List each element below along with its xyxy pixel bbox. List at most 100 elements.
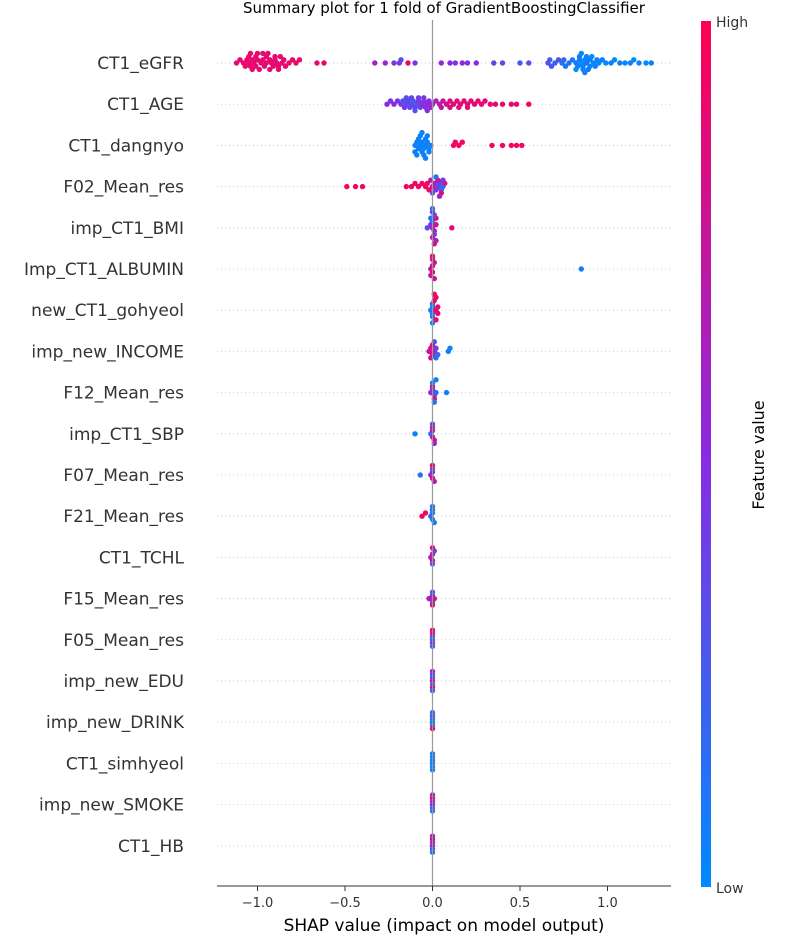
shap-points (233, 50, 654, 855)
shap-point (277, 53, 283, 60)
shap-point (526, 60, 532, 66)
shap-point (408, 95, 415, 101)
shap-point (424, 107, 430, 114)
shap-point (270, 63, 276, 69)
shap-point (611, 57, 618, 63)
shap-point (263, 60, 269, 66)
shap-point (265, 50, 271, 57)
shap-point (443, 101, 450, 107)
x-tick-label: 0.0 (422, 896, 443, 911)
shap-point (405, 60, 411, 66)
colorbar-title: Feature value (749, 400, 768, 509)
shap-point (508, 142, 514, 149)
shap-point (433, 389, 439, 396)
shap-point (438, 104, 444, 111)
shap-point (636, 60, 642, 66)
shap-point (426, 595, 432, 602)
shap-point (352, 183, 359, 190)
shap-point (452, 60, 458, 66)
feature-label: CT1_TCHL (99, 548, 185, 568)
shap-point (282, 63, 289, 69)
shap-point (412, 431, 418, 437)
shap-point (398, 57, 404, 63)
shap-point (242, 63, 248, 69)
shap-point (596, 60, 602, 66)
shap-point (438, 60, 444, 66)
shap-point (603, 60, 609, 66)
feature-label: CT1_dangnyo (68, 136, 184, 156)
feature-label: F12_Mean_res (63, 384, 184, 404)
x-axis-title: SHAP value (impact on model output) (284, 916, 605, 936)
feature-label: CT1_AGE (107, 95, 184, 115)
shap-point (447, 104, 453, 111)
shap-point (447, 98, 453, 104)
feature-label: imp_new_DRINK (46, 713, 185, 733)
shap-point (260, 57, 266, 63)
shap-point (449, 225, 455, 231)
shap-point (426, 149, 432, 155)
shap-point (296, 57, 303, 63)
shap-point (492, 101, 499, 107)
shap-point (433, 174, 439, 180)
shap-point (281, 57, 287, 63)
shap-point (627, 60, 633, 66)
shap-point (547, 57, 553, 63)
feature-label: F15_Mean_res (63, 590, 184, 610)
shap-point (233, 60, 240, 66)
shap-point (491, 60, 497, 66)
shap-point (384, 101, 390, 107)
shap-point (482, 98, 488, 104)
shap-point (526, 101, 532, 107)
shap-point (519, 142, 525, 149)
shap-point (459, 60, 465, 66)
shap-point (562, 63, 569, 69)
feature-label: imp_CT1_SBP (69, 425, 184, 445)
shap-point (461, 98, 467, 104)
shap-point (648, 60, 654, 66)
shap-point (424, 180, 430, 187)
shap-point (592, 63, 598, 69)
feature-rows: CT1_eGFR CT1_AGE CT1_dangnyo F02_Mean_resim… (24, 54, 671, 857)
shap-point (517, 60, 523, 66)
shap-point (631, 57, 637, 63)
shap-point (249, 66, 255, 73)
shap-point (419, 513, 425, 519)
shap-point (267, 66, 273, 73)
feature-label: CT1_eGFR (97, 54, 184, 74)
shap-point (426, 187, 432, 193)
x-tick-label: 1.0 (597, 896, 618, 911)
shap-point (372, 60, 378, 66)
shap-point (561, 57, 567, 63)
shap-point (569, 57, 576, 63)
shap-point (415, 95, 422, 101)
shap-point (513, 142, 520, 149)
feature-label: imp_new_SMOKE (39, 796, 184, 816)
shap-point (422, 510, 429, 516)
shap-point (566, 60, 572, 66)
shap-point (260, 50, 266, 57)
shap-point (359, 183, 366, 190)
shap-point (275, 66, 282, 73)
x-axis-ticks: −1.0 −0.5 0.0 0.5 1.0 (242, 886, 618, 911)
x-tick-label: −1.0 (242, 896, 274, 911)
shap-point (293, 60, 299, 66)
shap-point (573, 66, 579, 73)
shap-point (247, 50, 254, 57)
shap-point (440, 98, 446, 104)
shap-point (387, 98, 394, 104)
shap-point (456, 142, 462, 149)
shap-point (289, 57, 296, 63)
shap-point (471, 101, 478, 107)
colorbar (701, 21, 711, 887)
shap-point (314, 60, 320, 66)
shap-point (583, 60, 590, 66)
shap-point (617, 60, 623, 66)
shap-point (394, 98, 401, 104)
feature-label: F21_Mean_res (63, 507, 184, 527)
shap-point (424, 133, 430, 139)
feature-label: F02_Mean_res (63, 178, 184, 198)
shap-point (450, 101, 457, 107)
feature-label: F05_Mean_res (63, 631, 184, 651)
shap-point (478, 101, 485, 107)
